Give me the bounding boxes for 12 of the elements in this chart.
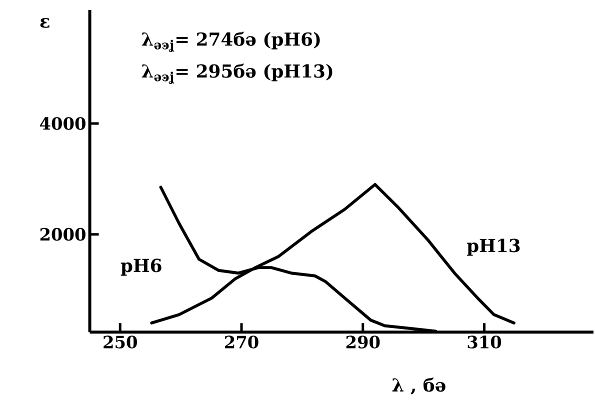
series-label: pH13 <box>466 238 520 256</box>
x-axis-title: λ , бə <box>392 378 446 394</box>
series-label: pH6 <box>120 258 162 276</box>
annotation: λ$_{əͽʝ}$= 274бə (pH6) <box>142 32 320 52</box>
y-axis-title: ε <box>40 18 50 28</box>
x-tick-label: 310 <box>468 336 502 348</box>
x-tick-label: 250 <box>104 336 137 348</box>
annotation: λ$_{əͽʝ}$= 295бə (pH13) <box>142 64 332 84</box>
x-tick-label: 270 <box>225 336 258 348</box>
y-tick-label: 2000 <box>40 228 86 241</box>
y-tick-label: 4000 <box>40 117 86 130</box>
x-tick-label: 290 <box>346 336 380 348</box>
